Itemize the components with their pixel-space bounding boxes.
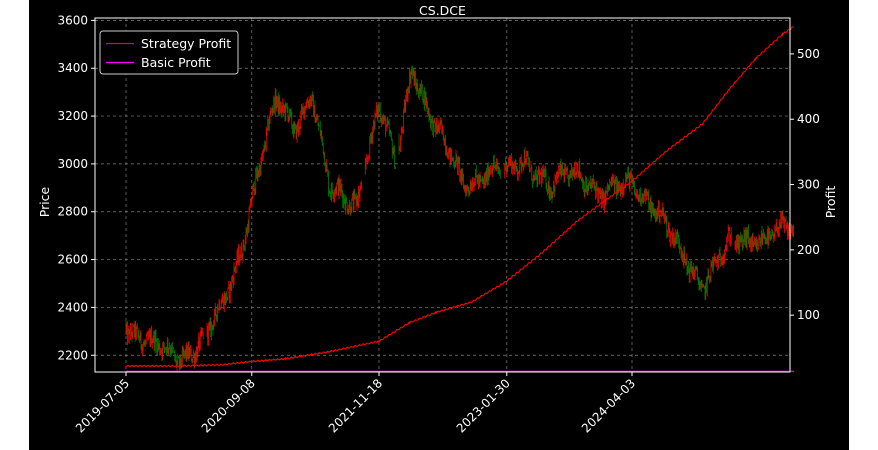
y-axis-label-price: Price <box>37 186 52 217</box>
x-tick-label: 2019-07-05 <box>73 376 132 435</box>
y-tick-label: 3200 <box>57 109 88 123</box>
y2-tick-label: 400 <box>797 112 820 126</box>
legend-label-strategy: Strategy Profit <box>141 36 231 51</box>
y-tick-label: 3000 <box>57 157 88 171</box>
y-tick-label: 2400 <box>57 300 88 314</box>
series-layer <box>125 26 795 372</box>
x-tick-label: 2021-11-18 <box>326 376 385 435</box>
x-tick-label: 2020-09-08 <box>199 376 258 435</box>
y-tick-label: 2600 <box>57 253 88 267</box>
plot-frame <box>94 17 791 373</box>
legend-box <box>99 30 239 75</box>
chart-title: CS.DCE <box>419 3 466 18</box>
y-tick-label: 2800 <box>57 205 88 219</box>
y2-tick-label: 200 <box>797 243 820 257</box>
strategy-profit-line <box>125 26 795 368</box>
legend-label-basic: Basic Profit <box>141 55 211 70</box>
legend: Strategy Profit Basic Profit <box>99 30 239 75</box>
y-axis-label-profit: Profit <box>823 186 838 219</box>
y2-tick-label: 500 <box>797 47 820 61</box>
y2-tick-label: 300 <box>797 178 820 192</box>
price-candles <box>125 65 794 372</box>
chart-figure: 2019-07-05 2020-09-08 2021-11-18 2023-01-30… <box>29 0 849 450</box>
x-tick-label: 2023-01-30 <box>454 376 513 435</box>
y-tick-label: 2200 <box>57 348 88 362</box>
y-tick-label: 3600 <box>57 13 88 27</box>
y-tick-label: 3400 <box>57 61 88 75</box>
chart-canvas: 2019-07-05 2020-09-08 2021-11-18 2023-01-30… <box>37 3 838 435</box>
y2-tick-label: 100 <box>797 308 820 322</box>
x-tick-label: 2024-04-03 <box>579 376 638 435</box>
